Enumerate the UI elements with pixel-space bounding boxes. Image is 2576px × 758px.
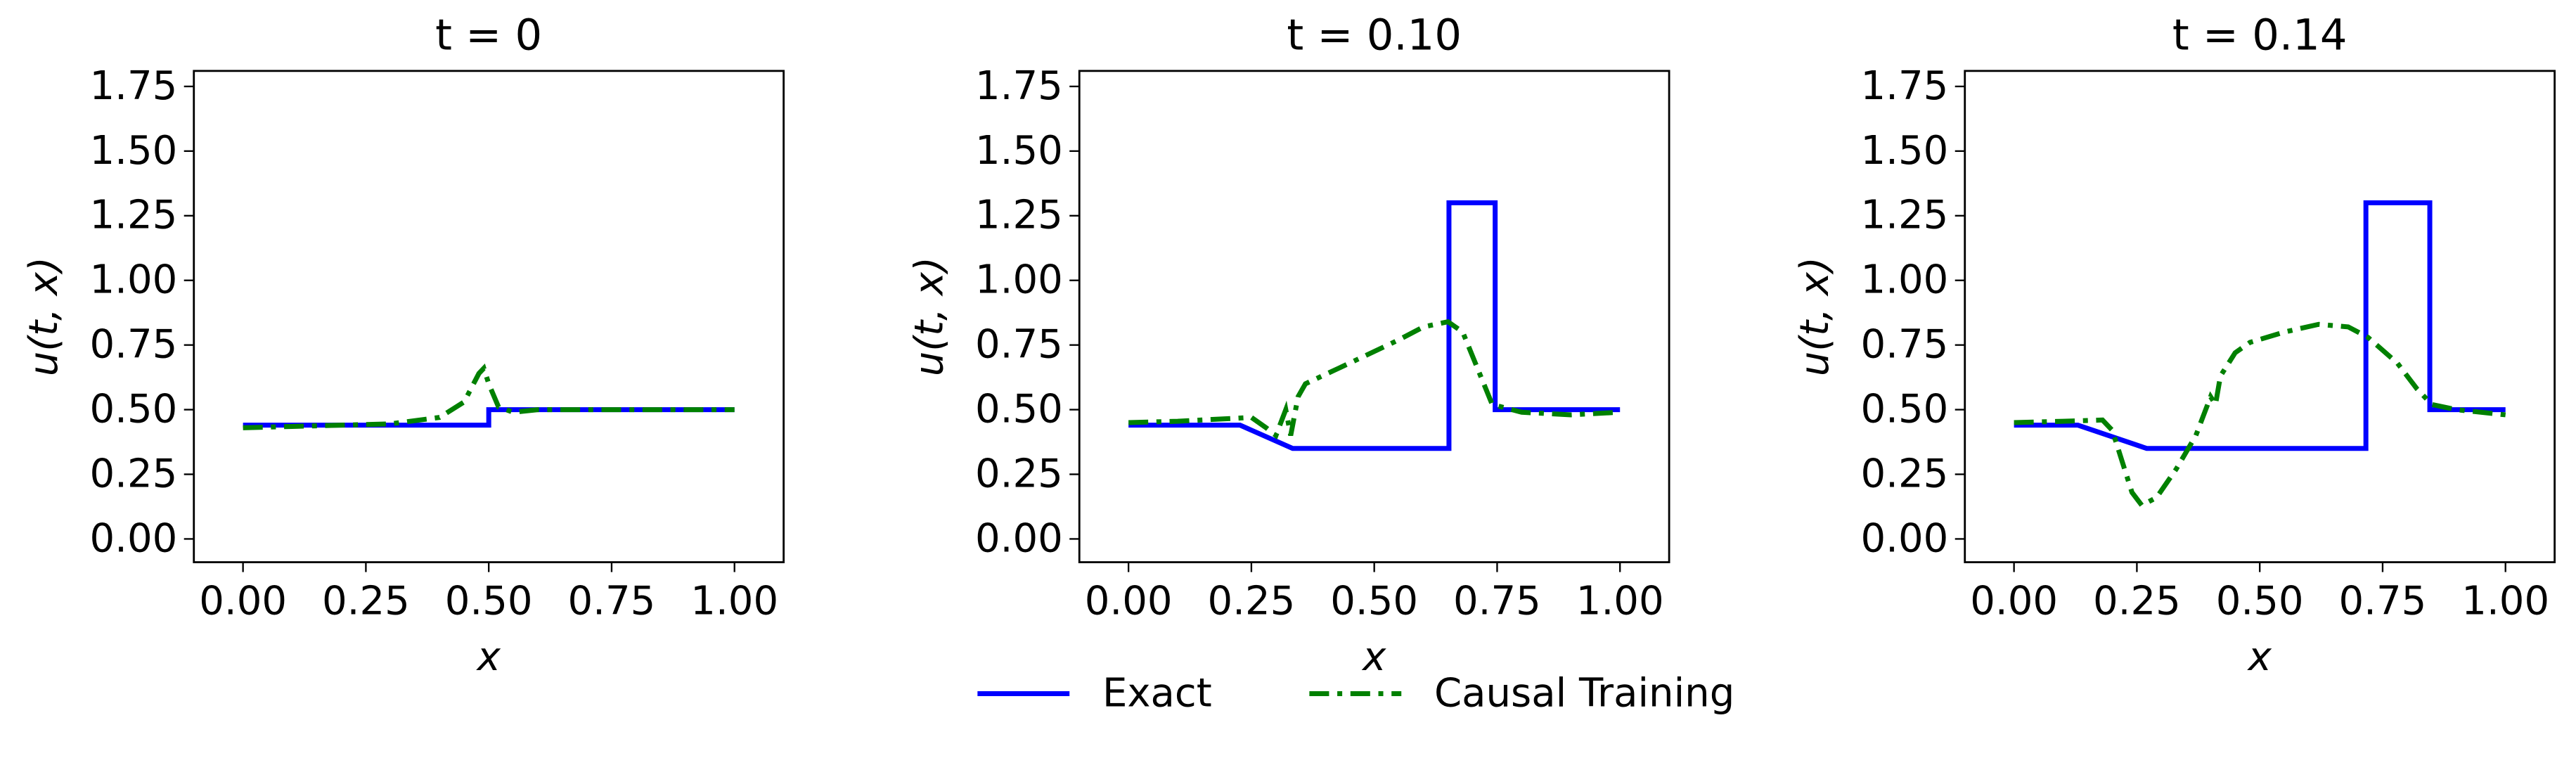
y-axis-label: u(t, x): [21, 257, 67, 376]
axes-frame: [1964, 70, 2556, 563]
x-tick-label: 1.00: [690, 579, 778, 624]
y-tick-label: 0.75: [89, 322, 177, 368]
x-tick-label: 0.25: [2093, 579, 2181, 624]
plot-area: [243, 364, 735, 430]
y-tick-label: 0.50: [975, 387, 1063, 432]
x-axis-label: x: [1361, 634, 1386, 680]
y-tick-label: 0.75: [975, 322, 1063, 368]
x-tick-label: 0.50: [2216, 579, 2304, 624]
legend: Exact Causal Training: [977, 670, 1734, 716]
x-axis-label: x: [476, 634, 501, 680]
chart-title: t = 0.14: [2172, 11, 2348, 60]
subplot: t = 0.10 0.00 0.25 0.50 0.75 1.00 0.00 0.25 0.50…: [907, 11, 1670, 680]
y-tick-label: 1.25: [1860, 193, 1948, 238]
y-tick-label: 1.50: [1860, 128, 1948, 174]
y-tick-label: 0.00: [89, 515, 177, 561]
y-axis-label: u(t, x): [907, 257, 953, 376]
x-tick-label: 0.00: [1085, 579, 1173, 624]
data-line: [243, 364, 735, 430]
plot-area: [1128, 200, 1621, 451]
x-tick-label: 0.00: [1970, 579, 2058, 624]
y-tick-label: 1.75: [89, 63, 177, 109]
y-tick-label: 1.00: [89, 257, 177, 303]
legend-label: Exact: [1102, 670, 1212, 716]
y-tick-label: 1.75: [975, 63, 1063, 109]
data-line: [1128, 319, 1621, 440]
x-tick-label: 0.25: [322, 579, 410, 624]
y-tick-label: 0.00: [975, 515, 1063, 561]
x-tick-label: 1.00: [2461, 579, 2549, 624]
y-tick-label: 0.25: [1860, 451, 1948, 496]
y-tick-label: 0.75: [1860, 322, 1948, 368]
x-tick-label: 0.75: [568, 579, 656, 624]
y-tick-label: 0.25: [89, 451, 177, 496]
data-line: [1128, 200, 1621, 451]
axes-frame: [193, 70, 785, 563]
data-line: [2014, 321, 2506, 509]
y-tick-label: 1.00: [975, 257, 1063, 303]
y-tick-label: 0.25: [975, 451, 1063, 496]
y-tick-label: 0.50: [1860, 387, 1948, 432]
x-tick-label: 1.00: [1576, 579, 1664, 624]
x-tick-label: 0.00: [199, 579, 287, 624]
x-axis-label: x: [2247, 634, 2272, 680]
x-tick-label: 0.50: [1330, 579, 1418, 624]
x-tick-label: 0.25: [1207, 579, 1295, 624]
y-axis-label: u(t, x): [1792, 257, 1838, 376]
y-tick-label: 0.50: [89, 387, 177, 432]
y-tick-label: 1.00: [1860, 257, 1948, 303]
axes-frame: [1078, 70, 1670, 563]
subplot: t = 0 0.00 0.25 0.50 0.75 1.00 0.00 0.25 0.50 0.7…: [21, 11, 785, 680]
data-line: [2014, 200, 2506, 451]
y-tick-label: 1.50: [89, 128, 177, 174]
chart-title: t = 0.10: [1287, 11, 1462, 60]
y-tick-label: 0.00: [1860, 515, 1948, 561]
x-tick-label: 0.50: [445, 579, 533, 624]
plot-area: [2014, 200, 2506, 509]
y-tick-label: 1.75: [1860, 63, 1948, 109]
legend-label: Causal Training: [1434, 670, 1734, 716]
subplot: t = 0.14 0.00 0.25 0.50 0.75 1.00 0.00 0.25 0.50…: [1792, 11, 2556, 680]
x-tick-label: 0.75: [1453, 579, 1541, 624]
y-tick-label: 1.25: [975, 193, 1063, 238]
y-tick-label: 1.25: [89, 193, 177, 238]
x-tick-label: 0.75: [2339, 579, 2427, 624]
y-tick-label: 1.50: [975, 128, 1063, 174]
chart-title: t = 0: [435, 11, 542, 60]
